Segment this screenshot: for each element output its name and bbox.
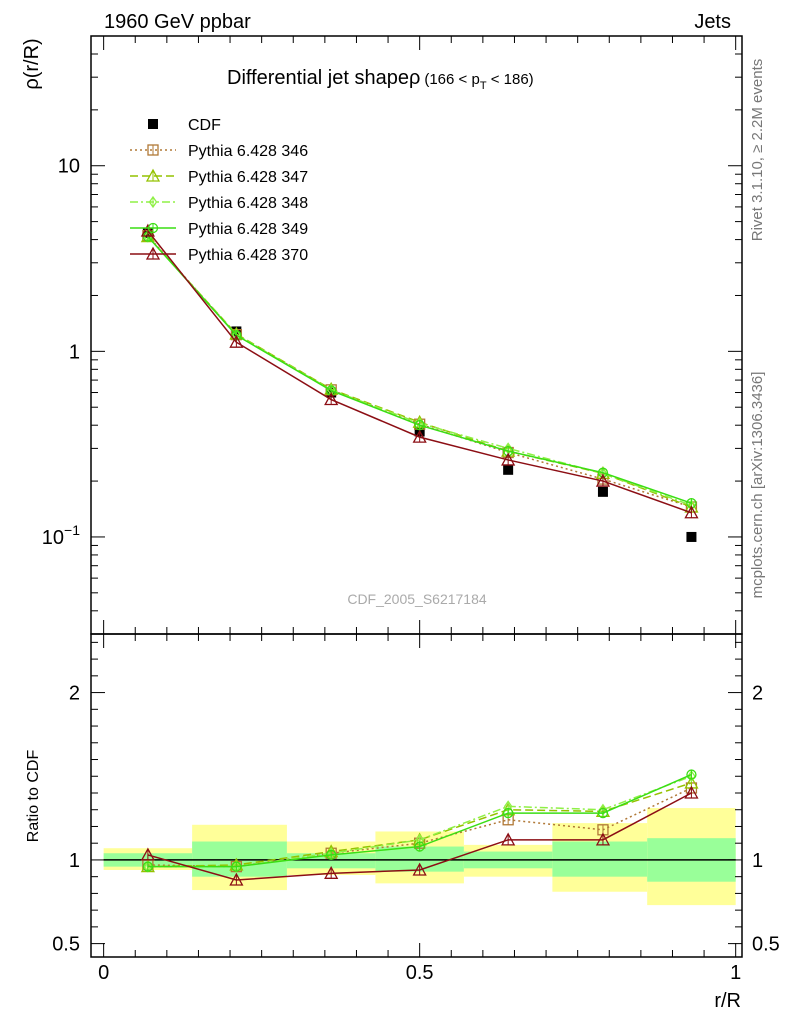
- ratio-plot-panel: 2 21 10.5 0.5 0 0.5 1 Ratio to CDF r/R: [25, 633, 780, 1012]
- main-point-py370: [684, 505, 699, 519]
- x-tick-label: 0: [98, 962, 109, 984]
- rivet-version-label: Rivet 3.1.10, ≥ 2.2M events: [749, 59, 766, 242]
- main-series-py349: [142, 231, 697, 509]
- legend-marker-py346: [147, 144, 159, 156]
- main-series-py348: [143, 230, 696, 512]
- ratio-point-py370: [684, 785, 699, 799]
- legend: CDF Pythia 6.428 346 Pythia 6.428 347 Pythi…: [130, 117, 308, 264]
- main-line-py348: [147, 236, 692, 507]
- ratio-axis-ticks: [91, 634, 742, 957]
- x-axis-title: r/R: [714, 990, 741, 1012]
- ratio-point-py349: [231, 861, 242, 872]
- legend-label-py349: Pythia 6.428 349: [188, 221, 308, 238]
- main-line-py370: [147, 230, 692, 514]
- main-line-py349: [147, 236, 692, 504]
- main-y-tick-label: 10−1: [42, 522, 80, 549]
- header-process-label: Jets: [694, 11, 731, 33]
- ratio-point-py349: [414, 841, 425, 852]
- ratio-point-py370: [595, 832, 611, 846]
- x-tick-labels: 0 0.5 1: [98, 962, 741, 984]
- ratio-point-py370: [229, 872, 244, 886]
- main-series-py347: [140, 229, 699, 513]
- legend-entry-py346: Pythia 6.428 346: [130, 143, 308, 160]
- ratio-point-py349: [597, 807, 609, 819]
- legend-marker-py349: [147, 222, 159, 234]
- ratio-y-tick-label-right: 1: [752, 850, 763, 872]
- main-series-py370: [140, 223, 699, 519]
- ratio-point-py370: [501, 832, 516, 846]
- ratio-point-py349: [326, 849, 337, 861]
- legend-entry-py348: Pythia 6.428 348: [130, 195, 308, 212]
- main-point-cdf: [686, 531, 697, 542]
- legend-label-py370: Pythia 6.428 370: [188, 247, 308, 264]
- legend-marker-py370: [145, 246, 161, 260]
- ratio-band-green: [192, 841, 287, 877]
- legend-label-cdf: CDF: [188, 117, 221, 134]
- ratio-y-tick-label-right: 0.5: [752, 934, 780, 956]
- main-y-axis-title: ρ(r/R): [21, 38, 43, 89]
- main-point-cdf: [503, 464, 514, 475]
- ratio-point-py370: [140, 847, 155, 861]
- ratio-band-green: [552, 841, 648, 877]
- chart-title: Differential jet shapeρ (166 < pT < 186): [227, 67, 534, 92]
- ratio-y-tick-label: 0.5: [52, 934, 80, 956]
- main-y-tick-labels: 10 1 10−1: [42, 156, 80, 549]
- legend-marker-cdf: [148, 119, 158, 129]
- main-point-py370: [412, 429, 427, 443]
- ratio-point-py370: [412, 862, 427, 876]
- main-series-py346: [142, 230, 698, 513]
- ratio-series-py370: [140, 785, 699, 886]
- main-point-py370: [501, 452, 516, 466]
- ratio-point-py348: [687, 770, 696, 783]
- ratio-point-py349: [686, 769, 697, 780]
- main-line-py347: [147, 236, 692, 508]
- ratio-plot-frame: [90, 633, 743, 958]
- ratio-series-layer: [140, 769, 699, 886]
- ratio-uncertainty-bands: [103, 808, 736, 906]
- legend-label-py348: Pythia 6.428 348: [188, 195, 308, 212]
- main-series-cdf: [142, 227, 697, 542]
- ratio-series-py349: [142, 769, 697, 872]
- ratio-point-py349: [502, 807, 514, 819]
- legend-label-py346: Pythia 6.428 346: [188, 143, 308, 160]
- main-y-tick-label: 1: [69, 341, 80, 363]
- main-series-layer: [140, 223, 699, 542]
- main-y-tick-label: 10: [58, 156, 80, 178]
- x-tick-label: 0.5: [406, 962, 434, 984]
- legend-entry-cdf: CDF: [148, 117, 221, 134]
- main-point-cdf: [597, 486, 608, 497]
- main-point-py349: [414, 420, 425, 431]
- ratio-y-tick-label: 2: [69, 683, 80, 705]
- main-plot-panel: 10 1 10−1 ρ(r/R) Differential jet shapeρ (1…: [21, 35, 743, 635]
- legend-marker-py348: [148, 195, 158, 209]
- ratio-y-tick-label: 1: [69, 850, 80, 872]
- ratio-y-tick-label-right: 2: [752, 683, 763, 705]
- main-axis-ticks: [91, 35, 742, 635]
- ratio-point-py349: [142, 861, 154, 872]
- x-tick-label: 1: [730, 962, 741, 984]
- header-collision-label: 1960 GeV ppbar: [104, 11, 251, 33]
- main-point-py370: [595, 473, 611, 487]
- main-point-py370: [229, 334, 244, 348]
- mcplots-reference-label: mcplots.cern.ch [arXiv:1306.3436]: [749, 372, 766, 599]
- ratio-y-axis-title: Ratio to CDF: [25, 750, 42, 843]
- legend-entry-py349: Pythia 6.428 349: [130, 221, 308, 238]
- analysis-id-watermark: CDF_2005_S6217184: [347, 591, 487, 607]
- ratio-y-tick-labels: 2 2 1 1 0.5 0.5: [52, 683, 780, 956]
- legend-entry-py347: Pythia 6.428 347: [130, 168, 308, 186]
- legend-entry-py370: Pythia 6.428 370: [130, 246, 308, 264]
- main-point-py370: [140, 223, 155, 237]
- main-point-py370: [324, 392, 339, 406]
- legend-marker-py347: [145, 168, 161, 182]
- main-line-py346: [147, 235, 692, 508]
- ratio-point-py370: [324, 865, 339, 879]
- legend-label-py347: Pythia 6.428 347: [188, 169, 308, 186]
